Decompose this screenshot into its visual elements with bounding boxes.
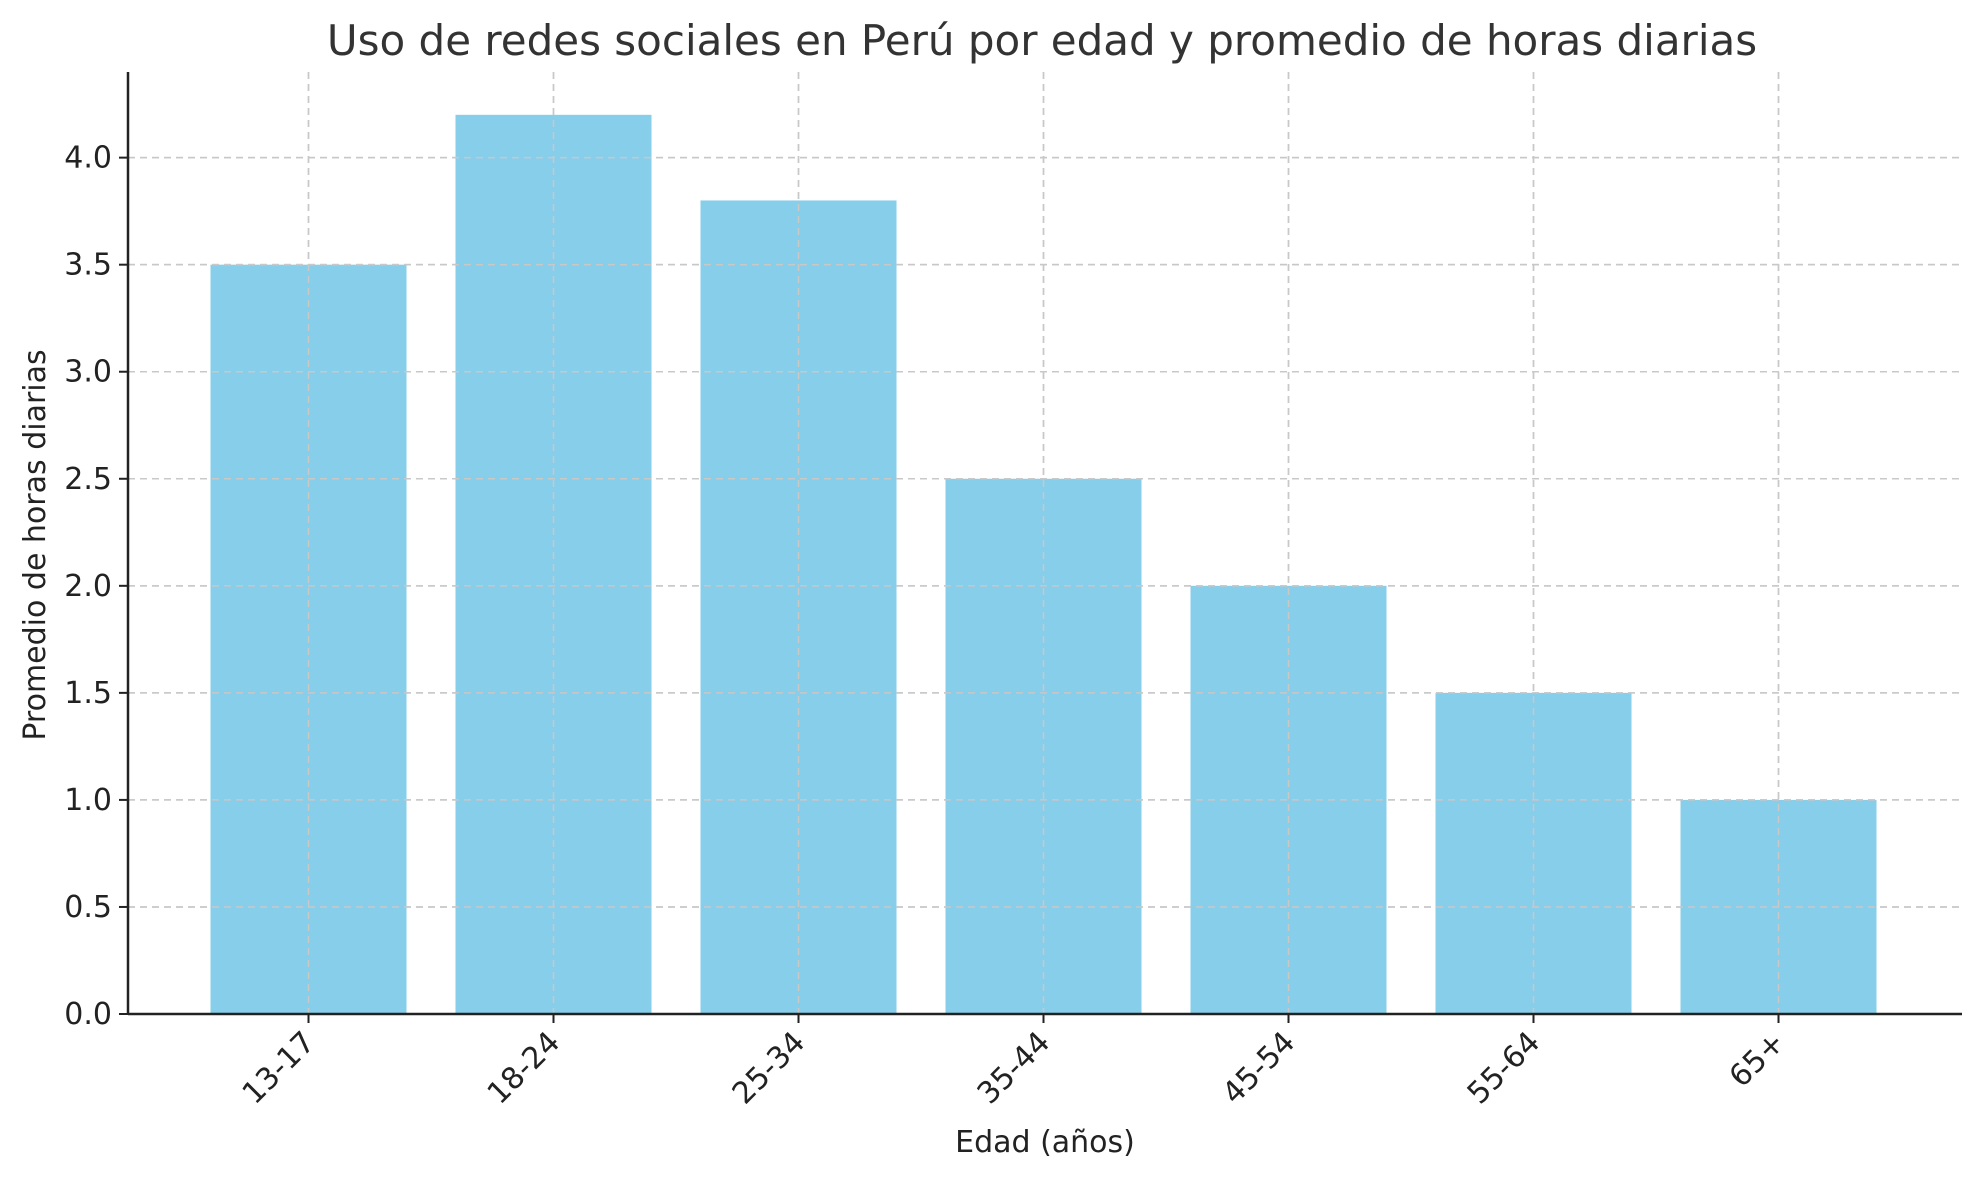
x-tick-label: 45-54 xyxy=(1216,1025,1302,1111)
y-tick-label: 0.5 xyxy=(64,890,112,925)
y-tick-label: 2.5 xyxy=(64,462,112,497)
y-tick-label: 2.0 xyxy=(64,569,112,604)
chart-title: Uso de redes sociales en Perú por edad y… xyxy=(327,16,1757,65)
y-tick-label: 3.0 xyxy=(64,355,112,390)
axes xyxy=(126,72,1962,1016)
y-tick-label: 0.0 xyxy=(64,997,112,1032)
x-tick-label: 65+ xyxy=(1723,1025,1793,1095)
y-axis-label: Promedio de horas diarias xyxy=(18,349,53,740)
y-tick-label: 1.0 xyxy=(64,783,112,818)
x-tick-label: 55-64 xyxy=(1461,1025,1547,1111)
x-tick-label: 35-44 xyxy=(971,1025,1057,1111)
y-axis-ticks: 0.0 0.5 1.0 1.5 2.0 2.5 3.0 3.5 4.0 xyxy=(64,141,128,1032)
x-axis-label: Edad (años) xyxy=(955,1125,1135,1160)
y-tick-label: 3.5 xyxy=(64,248,112,283)
bars xyxy=(128,72,1962,1015)
y-tick-label: 1.5 xyxy=(64,676,112,711)
x-axis-ticks: 13-17 18-24 25-34 35-44 45-54 55-64 65+ xyxy=(236,1014,1792,1111)
y-tick-label: 4.0 xyxy=(64,141,112,176)
x-tick-label: 25-34 xyxy=(726,1025,812,1111)
x-tick-label: 18-24 xyxy=(481,1025,567,1111)
x-tick-label: 13-17 xyxy=(236,1025,322,1111)
